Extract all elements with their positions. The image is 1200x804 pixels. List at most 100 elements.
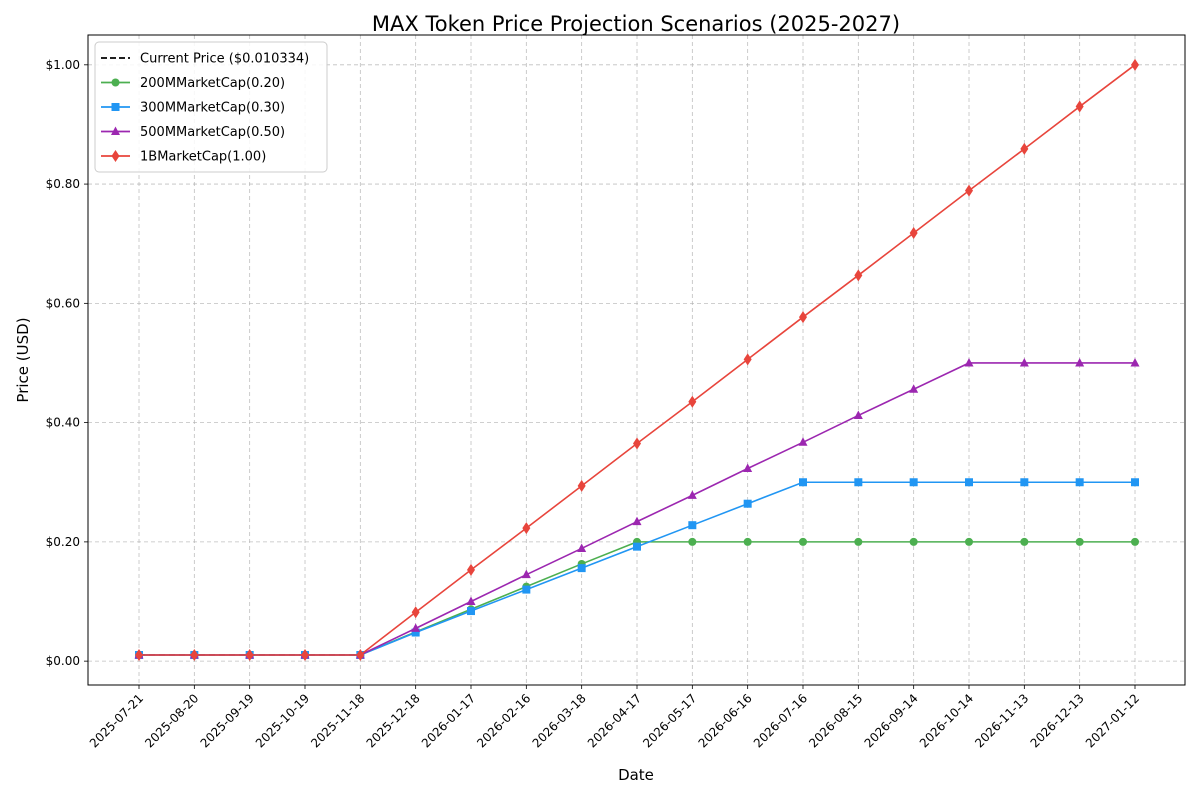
series-2-point	[577, 564, 586, 573]
series-3-point	[1075, 357, 1085, 367]
series-3-point	[743, 463, 753, 473]
plot-frame	[87, 34, 1186, 686]
legend-label: Current Price ($0.010334)	[140, 52, 309, 67]
series-2-point	[633, 542, 641, 551]
series-4-point	[909, 226, 918, 239]
series-1-point	[909, 537, 918, 546]
series-2-point	[743, 499, 752, 508]
series-4	[135, 58, 1139, 662]
series-4-point	[799, 311, 807, 324]
series-3-point	[853, 410, 863, 419]
x-tick-label: 2026-12-13	[1028, 691, 1087, 750]
series-2-point	[1131, 478, 1139, 487]
series-layer	[134, 58, 1140, 662]
series-2-point	[965, 478, 973, 487]
series-3-point	[798, 437, 808, 446]
y-axis-ticks: $0.00 $0.20 $0.40 $0.60 $0.80 $1.00	[46, 58, 88, 668]
series-4-point	[577, 479, 586, 492]
x-tick-label: 2025-11-18	[308, 691, 367, 750]
x-tick-label: 2026-01-17	[419, 691, 478, 750]
x-tick-label: 2026-04-17	[585, 691, 644, 750]
series-3-point	[466, 596, 476, 606]
legend-label: 300MMarketCap(0.30)	[140, 101, 285, 116]
series-1-point	[743, 537, 752, 546]
series-2-point	[799, 478, 807, 487]
series-1-point	[854, 537, 863, 546]
series-3-point	[1130, 357, 1140, 367]
x-axis-ticks: 2025-07-212025-08-202025-09-192025-10-19…	[87, 685, 1142, 750]
x-tick-label: 2027-01-12	[1083, 691, 1142, 750]
series-4-point	[633, 437, 641, 450]
legend-marker	[111, 150, 120, 162]
series-1-point	[1020, 537, 1029, 546]
series-4-point	[135, 649, 143, 662]
x-tick-label: 2026-05-17	[640, 691, 699, 750]
series-2-point	[909, 478, 918, 487]
legend-marker	[111, 126, 120, 135]
x-tick-label: 2026-10-14	[917, 691, 976, 750]
series-4-point	[1020, 142, 1029, 155]
series-4-point	[743, 353, 752, 366]
y-axis-label: Price (USD)	[14, 317, 32, 402]
series-4-point	[1075, 100, 1084, 113]
x-axis-label: Date	[618, 766, 654, 784]
x-tick-label: 2026-02-16	[474, 691, 533, 750]
series-2-point	[522, 585, 531, 594]
x-tick-label: 2026-03-18	[530, 691, 589, 750]
series-4-point	[411, 606, 420, 619]
y-tick-label: $0.20	[46, 535, 80, 549]
series-3-point	[411, 623, 421, 632]
series-4-point	[356, 649, 365, 662]
y-tick-label: $0.80	[46, 177, 80, 191]
legend-label: 200MMarketCap(0.20)	[140, 76, 285, 91]
series-1-point	[965, 537, 973, 546]
series-3-point	[521, 569, 531, 579]
legend-label: 1BMarketCap(1.00)	[140, 150, 266, 165]
series-3-point	[1019, 357, 1029, 367]
legend-marker	[111, 103, 120, 111]
y-tick-label: $0.40	[46, 416, 80, 430]
series-3-point	[909, 384, 919, 393]
x-tick-label: 2025-12-18	[364, 691, 423, 750]
series-2-point	[688, 521, 697, 530]
chart-title: MAX Token Price Projection Scenarios (20…	[372, 12, 900, 36]
series-4-point	[1131, 58, 1139, 71]
series-4-point	[190, 649, 199, 662]
series-2-point	[1075, 478, 1084, 487]
series-4-point	[467, 563, 475, 576]
series-1-point	[1131, 537, 1139, 546]
series-3-point	[632, 516, 642, 526]
series-2-point	[467, 607, 475, 616]
y-tick-label: $1.00	[46, 58, 80, 72]
series-1-point	[688, 537, 697, 546]
x-tick-label: 2025-09-19	[198, 691, 257, 750]
x-tick-label: 2026-07-16	[751, 691, 810, 750]
legend-box	[94, 41, 328, 173]
series-2-point	[1020, 478, 1029, 487]
x-tick-label: 2026-11-13	[972, 691, 1031, 750]
series-4-point	[301, 649, 309, 662]
series-4-point	[688, 395, 697, 408]
series-3-point	[687, 490, 697, 499]
legend-label: 500MMarketCap(0.50)	[140, 125, 285, 140]
y-tick-label: $0.00	[46, 654, 80, 668]
legend: Current Price ($0.010334) 200MMarketCap(0…	[94, 41, 328, 173]
x-tick-label: 2026-06-16	[696, 691, 755, 750]
series-2-point	[411, 628, 420, 637]
series-2-point	[854, 478, 863, 487]
series-4-point	[854, 269, 863, 282]
x-tick-label: 2025-08-20	[142, 691, 201, 750]
x-tick-label: 2026-08-15	[806, 691, 865, 750]
x-tick-label: 2026-09-14	[862, 691, 921, 750]
series-3-point	[577, 543, 587, 552]
legend-marker	[111, 78, 120, 87]
series-3	[134, 357, 1140, 659]
legend-items: Current Price ($0.010334) 200MMarketCap(0…	[101, 52, 309, 165]
series-3-point	[964, 357, 974, 367]
series-4-point	[522, 522, 531, 535]
y-tick-label: $0.60	[46, 296, 80, 310]
series-4-point	[245, 649, 254, 662]
series-1-point	[799, 537, 807, 546]
